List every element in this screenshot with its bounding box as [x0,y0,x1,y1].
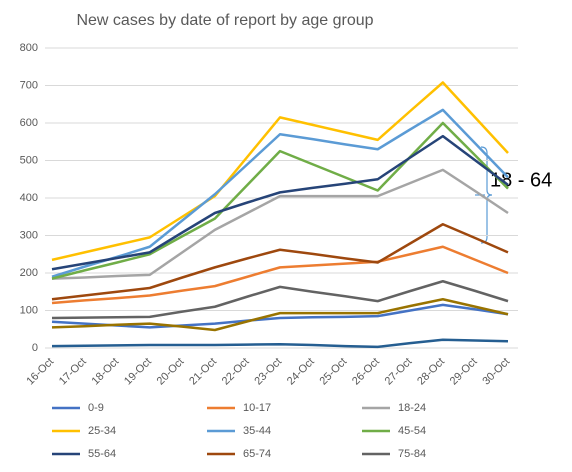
legend-label: 65-74 [243,448,271,460]
bracket [480,146,493,244]
series-line [51,81,509,262]
legend-label: 45-54 [398,425,426,437]
x-tick-label: 25-Oct [317,356,349,388]
x-tick-label: 29-Oct [448,356,480,388]
series-line [51,121,509,280]
chart-title: New cases by date of report by age group [76,12,373,29]
x-tick-label: 20-Oct [155,356,187,388]
series-line [51,223,509,301]
series-line [51,298,509,332]
y-tick-label: 300 [20,229,38,241]
series-line [51,168,509,280]
legend-label: 75-84 [398,448,426,460]
y-tick-label: 600 [20,117,38,129]
y-tick-label: 800 [20,42,38,54]
legend-label: 35-44 [243,425,271,437]
y-tick-label: 500 [20,154,38,166]
x-tick-label: 27-Oct [383,356,415,388]
legend-label: 55-64 [88,448,116,460]
series-line [51,303,509,329]
series-line [51,338,509,349]
y-tick-label: 400 [20,192,38,204]
series-line [51,134,509,271]
y-tick-label: 700 [20,79,38,91]
x-tick-label: 19-Oct [122,356,154,388]
x-tick-label: 18-Oct [89,356,121,388]
legend-label: 25-34 [88,425,116,437]
y-tick-label: 100 [20,304,38,316]
x-tick-label: 30-Oct [480,356,512,388]
x-tick-label: 16-Oct [24,356,56,388]
x-tick-label: 26-Oct [350,356,382,388]
x-tick-label: 22-Oct [220,356,252,388]
series-line [51,108,509,278]
legend-label: 18-24 [398,402,426,414]
x-tick-label: 28-Oct [415,356,447,388]
x-tick-label: 17-Oct [57,356,89,388]
series-line [51,280,509,320]
legend-label: 10-17 [243,402,271,414]
y-tick-label: 200 [20,267,38,279]
legend-label: 85+ [88,471,107,472]
x-tick-label: 23-Oct [252,356,284,388]
series-line [51,245,509,305]
x-tick-label: 21-Oct [187,356,219,388]
y-tick-label: 0 [32,342,38,354]
legend-label: Not reported [243,471,304,472]
legend-label: 0-9 [88,402,104,414]
x-tick-label: 24-Oct [285,356,317,388]
